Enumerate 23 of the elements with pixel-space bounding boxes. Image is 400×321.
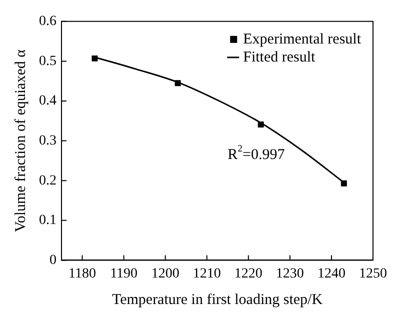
legend-label: Experimental result — [243, 31, 362, 48]
x-tick-label: 1220 — [234, 266, 262, 282]
x-tick-label: 1210 — [192, 266, 221, 282]
x-tick-label: 1250 — [359, 266, 387, 282]
point — [92, 55, 98, 62]
y-tick-label: 0.4 — [39, 94, 56, 109]
x-tick-label: 1230 — [276, 266, 304, 282]
x-tick-label: 1180 — [68, 266, 96, 282]
y-tick-label: 0.5 — [39, 54, 56, 69]
y-tick-label: 0 — [50, 252, 56, 268]
y-tick-label: 0.6 — [39, 14, 56, 30]
legend-label: Fitted result — [243, 49, 316, 66]
y-tick-label: 0.2 — [39, 173, 56, 188]
y-tick-label: 0.3 — [39, 133, 56, 148]
point — [174, 80, 181, 86]
x-tick-label: 1190 — [110, 266, 138, 282]
x-tick-label: 1200 — [151, 266, 180, 282]
x-axis-title: Temperature in first loading step/K — [112, 292, 323, 308]
y-axis-title: Volume fraction of equiaxed α — [12, 49, 29, 232]
point — [258, 122, 264, 128]
x-tick-label: 1240 — [317, 266, 346, 282]
point — [340, 180, 347, 186]
y-tick-label: 0.1 — [39, 213, 56, 228]
